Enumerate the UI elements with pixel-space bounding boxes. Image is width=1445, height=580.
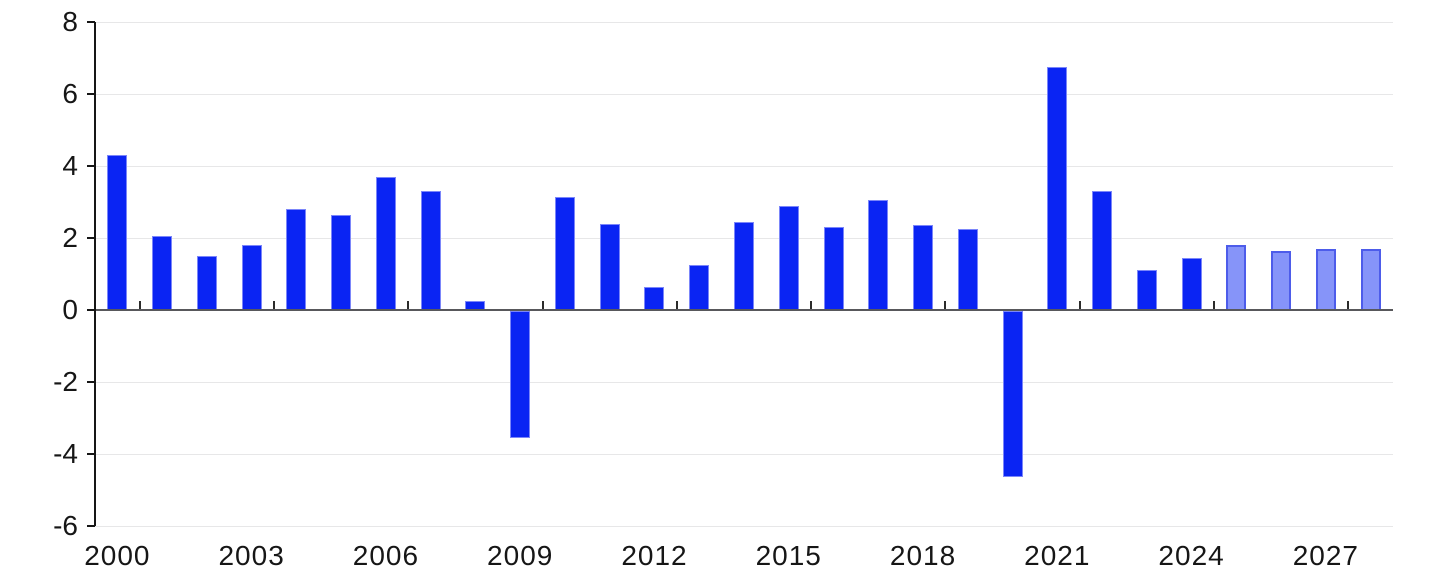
x-axis-label: 2018 xyxy=(889,540,957,571)
bar-2009 xyxy=(510,311,531,438)
bar-2003 xyxy=(241,245,262,311)
x-axis-tick xyxy=(407,301,410,309)
x-axis-label: 2000 xyxy=(84,540,151,571)
x-axis-tick xyxy=(138,301,141,309)
bar-2028 xyxy=(1360,248,1381,311)
y-axis-label: -4 xyxy=(53,438,78,469)
x-axis-tick xyxy=(1078,301,1081,309)
y-axis-tick xyxy=(87,237,95,239)
x-axis-tick xyxy=(810,301,813,309)
bar-2022 xyxy=(1092,191,1113,311)
x-axis-label: 2021 xyxy=(1024,540,1091,571)
y-axis-label: 2 xyxy=(62,222,78,253)
bar-2005 xyxy=(331,214,352,311)
gridline xyxy=(95,381,1393,383)
zero-axis-line xyxy=(95,309,1393,311)
bar-2023 xyxy=(1136,270,1157,311)
bar-2002 xyxy=(196,256,217,311)
bar-2004 xyxy=(286,209,307,311)
bar-2024 xyxy=(1181,257,1202,311)
bar-2027 xyxy=(1315,248,1336,311)
bar-2007 xyxy=(420,191,441,311)
bar-2000 xyxy=(107,155,128,311)
gridline xyxy=(95,93,1393,95)
bar-2020 xyxy=(1002,311,1023,478)
bar-2025 xyxy=(1226,245,1247,311)
y-axis-tick xyxy=(87,93,95,95)
gridline xyxy=(95,165,1393,167)
y-axis-tick xyxy=(87,453,95,455)
x-axis-tick xyxy=(541,301,544,309)
y-axis-label: -6 xyxy=(53,510,78,541)
gridline xyxy=(95,453,1393,455)
y-axis-label: 6 xyxy=(62,78,78,109)
bar-2018 xyxy=(913,225,934,311)
y-axis-label: 8 xyxy=(62,6,78,37)
bar-2013 xyxy=(689,265,710,311)
bar-2014 xyxy=(734,221,754,311)
y-axis-label: -2 xyxy=(53,366,78,397)
bar-2001 xyxy=(152,236,173,311)
y-axis-tick xyxy=(87,165,95,167)
bar-2012 xyxy=(644,286,665,311)
bar-2016 xyxy=(823,227,844,311)
gridline xyxy=(95,525,1393,527)
y-axis-label: 4 xyxy=(62,150,78,181)
bar-2017 xyxy=(868,200,889,311)
bar-2026 xyxy=(1271,250,1292,311)
x-axis-tick xyxy=(675,301,678,309)
y-axis-tick xyxy=(87,21,95,23)
bar-2011 xyxy=(599,223,620,311)
x-axis-label: 2003 xyxy=(218,540,285,571)
x-axis-label: 2015 xyxy=(755,540,822,571)
y-axis-label: 0 xyxy=(62,294,78,325)
x-axis-label: 2024 xyxy=(1158,540,1225,571)
x-axis-label: 2027 xyxy=(1292,540,1359,571)
y-axis-tick xyxy=(87,525,95,527)
y-axis-tick xyxy=(87,309,95,311)
x-axis-tick xyxy=(1212,301,1215,309)
x-axis-tick xyxy=(944,301,947,309)
x-axis-label: 2006 xyxy=(352,540,420,571)
bar-2006 xyxy=(375,176,396,311)
bar-2015 xyxy=(778,205,799,311)
bar-2019 xyxy=(957,229,978,311)
x-axis-tick xyxy=(273,301,276,309)
bar-2021 xyxy=(1047,67,1068,311)
x-axis-tick xyxy=(1347,301,1350,309)
bar-2010 xyxy=(554,196,575,311)
y-axis-line xyxy=(94,22,96,526)
gridline xyxy=(95,21,1393,23)
x-axis-label: 2009 xyxy=(487,540,554,571)
x-axis-label: 2012 xyxy=(621,540,688,571)
y-axis-tick xyxy=(87,381,95,383)
